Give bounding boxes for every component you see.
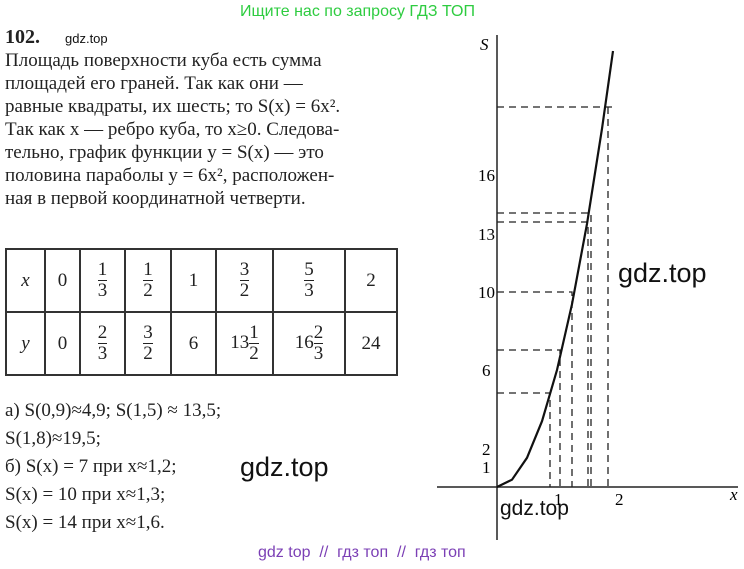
table-cell: 24 [344,311,398,376]
x-axis-label: x [729,485,738,504]
parabola [496,50,615,488]
answer-line: б) S(x) = 7 при x≈1,2; [5,456,177,477]
table-cell: 1 [170,248,217,313]
denominator: 2 [239,280,250,301]
answer-line: S(1,8)≈19,5; [5,428,101,449]
answer-line: S(x) = 14 при x≈1,6. [5,512,165,533]
text-line: половина параболы y = 6x², расположен- [5,165,335,186]
text-line: Площадь поверхности куба есть сумма [5,50,322,71]
table-cell: x [5,248,46,313]
cell-text: x [21,269,30,291]
cell-text: 0 [57,332,68,354]
cell-text: 0 [57,269,68,291]
text-line: площадей его граней. Так как они — [5,73,303,94]
answer-line: а) S(0,9)≈4,9; S(1,5) ≈ 13,5; [5,400,222,421]
text-line: ная в первой координатной четверти. [5,188,306,209]
cell-text: y [21,332,30,354]
numerator: 3 [143,322,153,344]
table-row: y 0 2 3 3 2 6 13 1 2 16 2 3 24 [5,311,398,376]
numerator: 3 [239,259,250,281]
numerator: 1 [97,259,108,281]
numerator: 1 [143,259,153,281]
fraction-whole: 16 [294,331,314,353]
denominator: 2 [143,343,153,364]
y-tick-label: 10 [478,283,495,302]
x-tick-label: 2 [615,490,624,509]
y-axis-label: S [480,35,489,54]
footer: gdz top // гдз топ // гдз топ [258,544,466,561]
denominator: 2 [143,280,153,301]
text-line: тельно, график функции y = S(x) — это [5,142,324,163]
watermark: gdz.top [500,497,569,520]
denominator: 3 [304,280,314,301]
answer-line: S(x) = 10 при x≈1,3; [5,484,166,505]
y-tick-label: 2 [482,440,491,459]
guide-lines [497,106,612,487]
denominator: 2 [249,343,259,364]
y-tick-label: 16 [478,166,495,185]
cell-text: 24 [361,332,381,354]
table-cell: 2 [344,248,398,313]
watermark: gdz.top [65,31,108,46]
table-cell: y [5,311,46,376]
denominator: 3 [97,280,108,301]
numerator: 5 [304,259,314,281]
table-cell: 0 [44,311,81,376]
numerator: 1 [249,322,259,344]
table-cell: 0 [44,248,81,313]
table-cell: 16 2 3 [272,311,346,376]
watermark: gdz.top [618,258,707,288]
text-line: Так как x — ребро куба, то x≥0. Следова- [5,119,340,140]
text-line: равные квадраты, их шесть; то S(x) = 6x²… [5,96,341,117]
banner: Ищите нас по запросу ГДЗ ТОП [240,3,475,20]
y-tick-label: 1 [482,458,491,477]
cell-text: 1 [188,269,199,291]
problem-number: 102. [5,26,40,48]
fraction-whole: 13 [230,331,250,353]
numerator: 2 [313,322,324,344]
cell-text: 2 [366,269,376,291]
denominator: 3 [97,343,108,364]
denominator: 3 [313,343,324,364]
cell-text: 6 [188,332,199,354]
value-table: x 0 1 3 1 2 1 3 2 5 3 2 y 0 2 3 3 2 6 13 1 2 16 2 3 24 [5,248,398,376]
y-tick-label: 13 [478,225,495,244]
table-cell: 13 1 2 [215,311,274,376]
watermark: gdz.top [240,452,329,482]
table-cell: 6 [170,311,217,376]
numerator: 2 [97,322,108,344]
y-tick-label: 6 [482,361,491,380]
dashed-guides [497,106,612,487]
